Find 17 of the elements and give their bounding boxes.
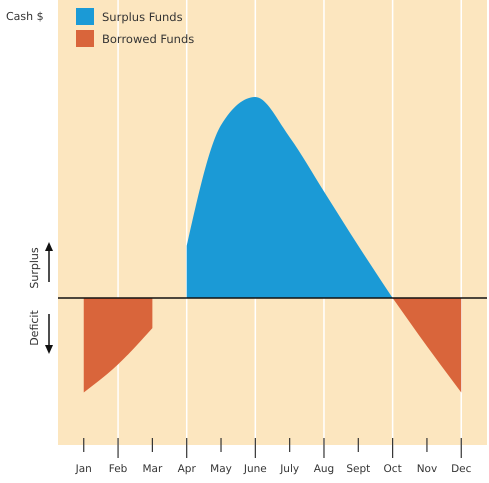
text: Cash $ [6, 10, 44, 23]
x-tick-label: June [242, 463, 267, 475]
text: Surplus [28, 247, 41, 289]
x-tick-label: Dec [451, 463, 472, 475]
x-tick-label: July [279, 463, 300, 475]
x-tick-label: Apr [178, 463, 196, 475]
x-tick-label: Mar [142, 463, 163, 475]
x-tick-label: Feb [108, 463, 128, 475]
legend-label: Borrowed Funds [102, 32, 194, 46]
x-tick-label: May [210, 463, 232, 475]
legend-label: Surplus Funds [102, 10, 183, 24]
x-tick-label: Jan [74, 463, 92, 475]
text: Deficit [28, 310, 41, 346]
x-tick-label: Nov [416, 463, 438, 475]
x-tick-label: Oct [384, 463, 402, 475]
x-tick-label: Aug [314, 463, 334, 475]
x-tick-label: Sept [346, 463, 370, 475]
